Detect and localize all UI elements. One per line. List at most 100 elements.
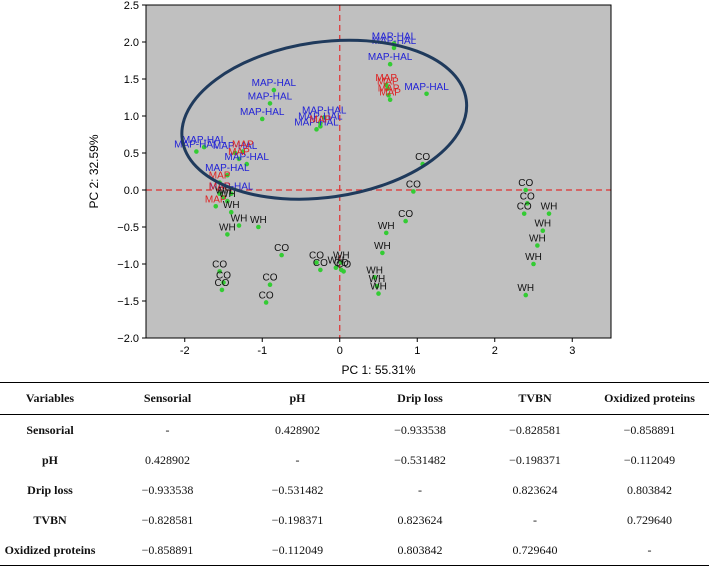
point-label-map: MAP	[377, 77, 399, 88]
table-cell: −0.828581	[141, 512, 194, 527]
table-cell: -	[165, 422, 170, 437]
x-tick-label: 3	[569, 345, 575, 357]
point-co	[318, 267, 323, 273]
y-tick-label: −1.0	[117, 259, 139, 271]
point-label-map-hal: MAP-HAL	[182, 135, 227, 146]
table-cell: −0.858891	[100, 535, 235, 566]
table-cell: −0.198371	[271, 512, 324, 527]
reference-lines	[146, 5, 611, 338]
point-co	[217, 269, 222, 274]
point-map	[236, 156, 242, 162]
point-map-hal	[424, 91, 429, 97]
table-cell: −0.531482	[394, 452, 446, 467]
point-co	[263, 300, 269, 305]
y-tick-label: 0.5	[124, 148, 139, 160]
point-label-wh: WH	[370, 282, 387, 293]
point-label-map-hal: MAP-HAL	[248, 91, 293, 102]
point-co	[219, 287, 225, 293]
data-points	[194, 41, 552, 305]
table-cell: −0.858891	[623, 422, 676, 437]
point-wh	[333, 265, 339, 271]
point-co	[523, 187, 529, 193]
point-wh	[380, 250, 385, 256]
table-row: Oxidized proteins −0.858891 −0.112049 0.…	[0, 535, 709, 566]
point-label-co: CO	[263, 273, 278, 284]
point-map	[240, 149, 246, 154]
point-map-hal	[225, 172, 230, 178]
table-cell: 0.823624	[512, 482, 558, 497]
point-map	[318, 124, 323, 129]
point-label-wh: WH	[378, 221, 395, 232]
point-wh	[236, 223, 242, 228]
table-cell: 0.729640	[627, 512, 672, 527]
point-label-wh: WH	[328, 256, 345, 267]
point-label-wh: WH	[374, 241, 391, 252]
point-wh	[535, 243, 540, 248]
point-label-co: CO	[334, 258, 349, 269]
point-label-wh: WH	[541, 202, 558, 213]
point-label-wh: WH	[534, 219, 551, 230]
x-axis-label: PC 1: 55.31%	[341, 363, 415, 377]
point-map-hal	[228, 191, 234, 196]
point-co	[279, 252, 284, 258]
y-tick-label: −2.0	[117, 333, 139, 345]
point-label-map-hal: MAP-HAL	[174, 140, 219, 151]
point-wh	[372, 275, 377, 280]
point-map-hal	[314, 127, 319, 132]
point-label-wh: WH	[231, 214, 248, 225]
point-label-map-hal: MAP-HAL	[298, 111, 343, 122]
point-co	[403, 218, 408, 224]
point-map-hal	[232, 150, 238, 156]
y-tick-label: 0.0	[124, 185, 139, 197]
row-label: Drip loss	[27, 482, 73, 497]
y-tick-label: 1.5	[124, 74, 139, 86]
point-label-map: MAP	[378, 83, 400, 94]
point-map	[213, 203, 219, 209]
point-map-hal	[244, 161, 250, 167]
point-map	[217, 191, 222, 196]
point-label-wh: WH	[529, 234, 546, 245]
point-co	[314, 260, 319, 265]
table-row: Drip loss −0.933538 −0.531482 - 0.823624…	[0, 475, 709, 505]
point-co	[521, 211, 527, 216]
x-tick-label: -1	[257, 345, 267, 357]
point-label-co: CO	[309, 251, 324, 262]
table-cell: 0.729640	[480, 535, 590, 566]
x-tick-label: 0	[337, 345, 343, 357]
point-label-co: CO	[214, 278, 229, 289]
table-cell: 0.428902	[145, 452, 190, 467]
point-label-map: MAP	[209, 182, 231, 193]
point-map	[386, 92, 391, 98]
table-cell: 0.428902	[275, 422, 320, 437]
table-cell: -	[533, 512, 537, 527]
header-oxidized-proteins: Oxidized proteins	[590, 382, 709, 415]
point-map-hal	[194, 149, 199, 154]
table-cell: 0.823624	[397, 512, 443, 527]
point-label-map-hal: MAP-HAL	[225, 152, 270, 163]
point-label-map-hal: MAP-HAL	[372, 31, 417, 42]
table-cell: -	[418, 482, 422, 497]
point-wh	[523, 292, 529, 298]
point-wh	[256, 224, 261, 230]
point-label-map: MAP	[375, 73, 397, 84]
pca-scatter-chart: MAP-HALMAP-HALMAP-HALMAP-HALMAP-HALMAP-H…	[87, 0, 612, 377]
point-label-co: CO	[336, 259, 351, 270]
y-tick-label: 1.0	[124, 111, 139, 123]
point-label-map-hal: MAP-HAL	[294, 117, 339, 128]
x-tick-label: 2	[492, 345, 498, 357]
point-map-hal	[271, 87, 277, 93]
point-label-map-hal: MAP-HAL	[404, 82, 449, 93]
point-label-wh: WH	[333, 251, 350, 262]
point-label-co: CO	[406, 179, 421, 190]
header-sensorial: Sensorial	[100, 382, 235, 415]
point-map-hal	[391, 45, 397, 51]
point-co	[341, 269, 346, 274]
point-label-co: CO	[520, 191, 535, 202]
point-wh	[383, 230, 389, 236]
point-label-wh: WH	[219, 222, 236, 233]
header-variables: Variables	[0, 382, 100, 415]
point-label-wh: WH	[215, 185, 232, 196]
point-label-map-hal: MAP-HAL	[372, 36, 417, 47]
point-label-map: MAP	[379, 88, 401, 99]
point-label-map-hal: MAP-HAL	[205, 163, 250, 174]
